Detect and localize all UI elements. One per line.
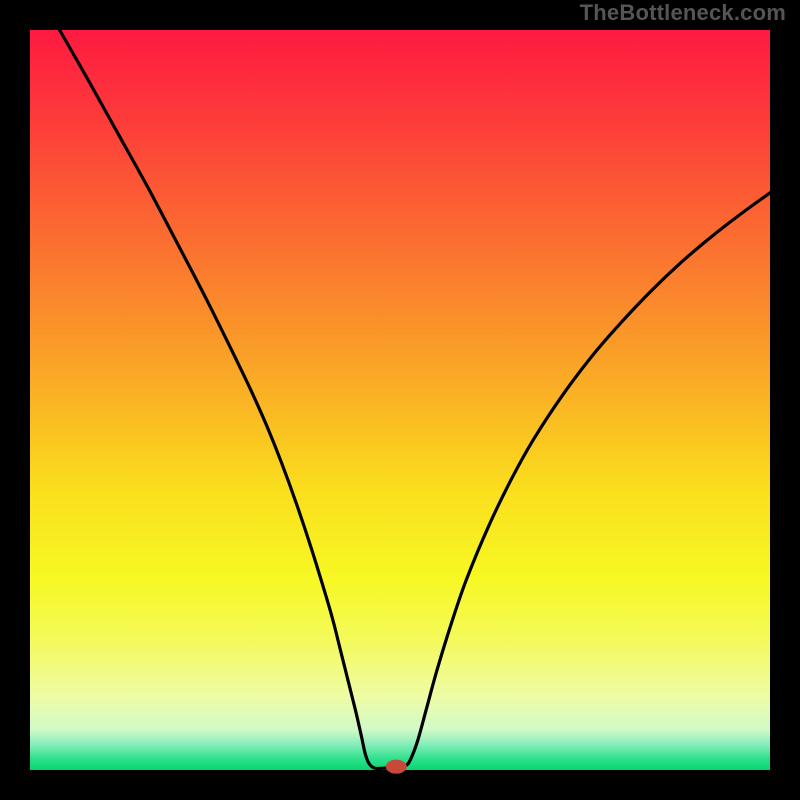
watermark-source: TheBottleneck.com [580, 0, 786, 26]
bottleneck-chart [0, 0, 800, 800]
plot-background [30, 30, 770, 770]
chart-frame: { "meta": { "source_label": "TheBottlene… [0, 0, 800, 800]
optimal-point-marker [386, 760, 406, 773]
